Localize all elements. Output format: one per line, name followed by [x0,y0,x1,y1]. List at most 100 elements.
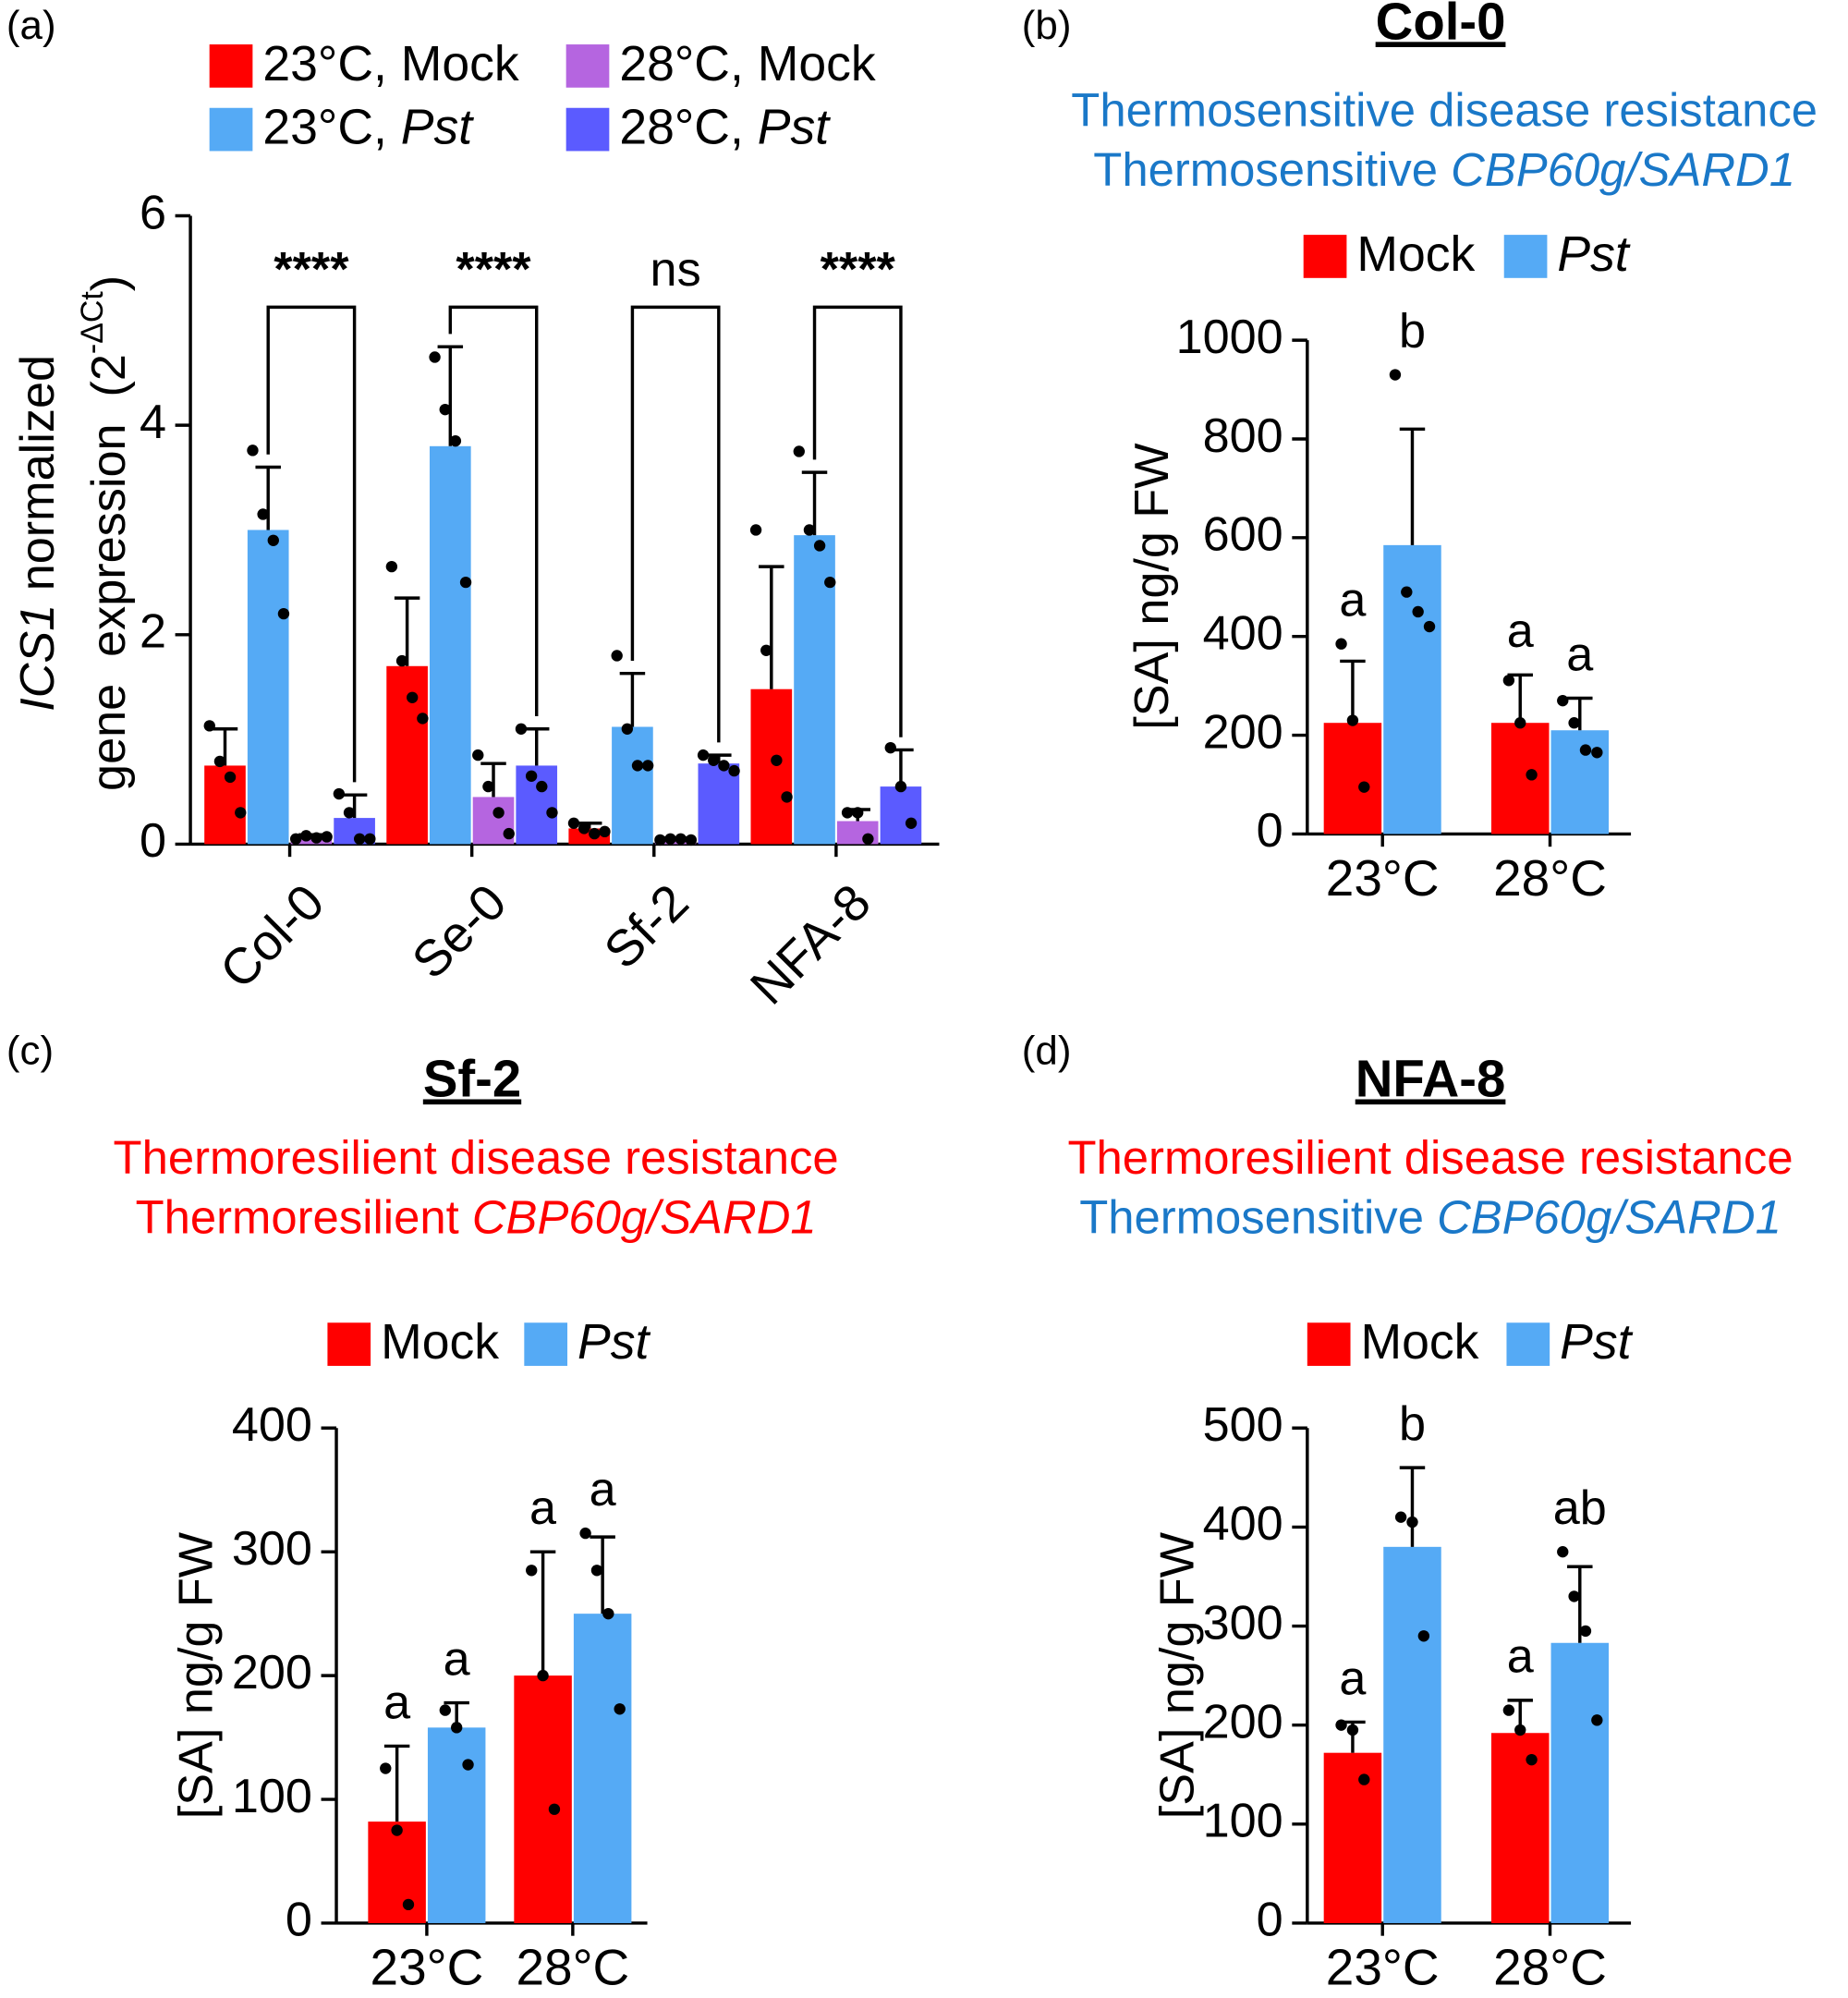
significance-letter: a [1507,1630,1535,1684]
data-point [439,403,451,416]
legend-label: 23°C, Mock [262,37,519,91]
data-point [213,755,226,768]
panel: (d) NFA-8 Thermoresilient disease resistan… [1022,1029,1793,1996]
y-axis-label: [SA] ng/g FW [1150,1531,1204,1819]
subtitle: Thermosensitive CBP60g/SARD1 [1093,144,1795,197]
bar [1323,1752,1382,1923]
legend-swatch [1506,1322,1550,1366]
data-point [1502,1704,1515,1716]
legend-label: Mock [1356,227,1475,282]
data-point [578,822,590,835]
data-point [1579,744,1592,756]
data-point [417,713,429,725]
comparison-bracket [266,305,357,783]
y-tick-label: 6 [140,186,166,239]
bar [750,688,793,845]
data-point [803,524,816,536]
significance-label: **** [821,243,896,297]
y-axis-label-run: -ΔCt [75,291,110,354]
data-point [203,720,215,732]
data-point [1412,605,1424,618]
y-tick-label: 300 [1203,1596,1283,1650]
bar [516,765,558,845]
data-point [841,807,854,819]
comparison-bracket [630,305,721,743]
y-tick-label: 400 [1203,606,1283,660]
x-tick-label: Col-0 [209,873,335,1000]
subtitle-run: Thermoresilient disease resistance [1067,1131,1793,1184]
data-point [589,827,601,840]
legend-label-run: 28°C, Mock [619,37,876,91]
data-point [385,560,398,573]
data-point [685,834,698,847]
y-axis-label-run: normalized [11,355,65,604]
subtitle: Thermosensitive CBP60g/SARD1 [1079,1191,1781,1244]
comparison-bracket [812,305,903,737]
y-tick-label: 800 [1203,409,1283,463]
y-tick-label: 200 [1203,1695,1283,1748]
legend-label: 23°C, Pst [262,101,474,155]
data-point [664,833,676,845]
data-point [472,749,484,761]
data-point [462,1759,474,1771]
y-tick-label: 0 [1257,1894,1283,1947]
data-point [567,817,580,829]
legend-label: 28°C, Mock [619,37,876,91]
data-point [257,508,269,520]
data-point [1389,369,1402,381]
legend-label-run: Pst [1557,227,1630,282]
legend-label-run: 23°C, Mock [262,37,519,91]
data-point [1417,1630,1430,1642]
data-point [1335,638,1347,650]
data-point [760,644,772,656]
data-point [1346,1724,1359,1736]
data-point [602,1607,614,1620]
comparison-bracket [448,305,539,717]
data-point [1346,714,1359,726]
data-point [537,1669,549,1682]
legend-label-run: Pst [758,101,831,155]
y-axis-label-run: ) [82,275,136,291]
data-point [449,434,462,447]
data-point [439,1704,452,1716]
subtitle: Thermoresilient disease resistance [114,1131,839,1184]
data-point [321,831,333,843]
significance-letter: a [1507,604,1535,658]
data-point [235,807,247,819]
x-tick-label: 28°C [1493,1939,1607,1996]
significance-letter: a [383,1675,411,1729]
data-point [289,833,302,845]
data-point [1557,1546,1569,1558]
data-point [1514,1724,1526,1736]
data-point [1526,1753,1538,1766]
y-tick-label: 200 [1203,705,1283,759]
data-point [599,825,611,838]
legend-label: Pst [1560,1315,1633,1370]
significance-letter: b [1399,304,1426,358]
data-point [771,754,783,766]
bar [514,1675,572,1923]
subtitle-run: Thermosensitive disease resistance [1071,84,1818,137]
significance-letter: a [1339,1651,1367,1705]
data-point [1591,747,1603,759]
data-point [310,832,322,844]
y-tick-label: 100 [1203,1795,1283,1848]
data-point [429,351,441,363]
legend-swatch [327,1322,371,1366]
data-point [1568,1590,1580,1602]
legend-label: Pst [1557,227,1630,282]
x-tick-label: 28°C [1493,849,1607,907]
data-point [482,780,494,793]
subtitle-run: Thermoresilient [136,1191,472,1244]
data-point [718,760,730,772]
data-point [536,780,548,793]
x-tick-label: Sf-2 [593,873,699,980]
data-point [579,1527,591,1540]
legend-label-run: Mock [381,1315,499,1370]
legend-label-run: Mock [1361,1315,1479,1370]
subtitle-run: Thermosensitive [1079,1191,1437,1244]
data-point [459,576,472,589]
panel-label: (b) [1022,3,1072,48]
y-axis-label-run: [SA] ng/g FW [169,1531,223,1819]
y-tick-label: 600 [1203,508,1283,562]
